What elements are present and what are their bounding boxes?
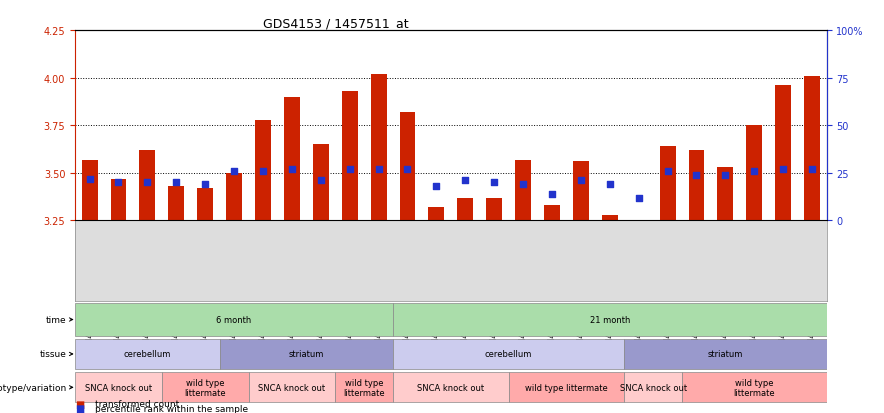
Point: [256, 168, 271, 175]
Text: ■: ■: [75, 404, 84, 413]
Text: wild type
littermate: wild type littermate: [185, 378, 226, 397]
Point: [82, 176, 96, 183]
Text: SNCA knock out: SNCA knock out: [85, 383, 152, 392]
Point: [632, 195, 646, 202]
FancyBboxPatch shape: [248, 373, 335, 402]
Text: wild type littermate: wild type littermate: [525, 383, 608, 392]
Bar: [197, 189, 213, 221]
Bar: [602, 215, 618, 221]
Point: [516, 182, 530, 188]
Point: [603, 182, 617, 188]
FancyBboxPatch shape: [624, 339, 827, 369]
FancyBboxPatch shape: [508, 373, 624, 402]
Bar: [140, 151, 156, 221]
Point: [805, 166, 819, 173]
Bar: [746, 126, 762, 221]
Text: cerebellum: cerebellum: [485, 350, 532, 358]
Text: wild type
littermate: wild type littermate: [734, 378, 775, 397]
Bar: [659, 147, 675, 221]
FancyBboxPatch shape: [162, 373, 248, 402]
Bar: [718, 168, 734, 221]
Text: 21 month: 21 month: [590, 315, 630, 324]
Bar: [342, 92, 358, 221]
Point: [314, 178, 328, 184]
Point: [719, 172, 733, 179]
FancyBboxPatch shape: [75, 373, 162, 402]
Point: [430, 183, 444, 190]
FancyBboxPatch shape: [75, 304, 393, 336]
Text: time: time: [46, 315, 66, 324]
Point: [285, 166, 299, 173]
Point: [400, 166, 415, 173]
Point: [660, 168, 674, 175]
Bar: [226, 173, 242, 221]
Text: cerebellum: cerebellum: [124, 350, 171, 358]
Bar: [457, 198, 473, 221]
FancyBboxPatch shape: [682, 373, 827, 402]
Text: striatum: striatum: [289, 350, 324, 358]
Text: 6 month: 6 month: [217, 315, 252, 324]
Text: ■: ■: [75, 399, 84, 409]
Point: [458, 178, 472, 184]
Bar: [515, 160, 531, 221]
FancyBboxPatch shape: [393, 304, 827, 336]
Bar: [313, 145, 329, 221]
Point: [487, 180, 501, 186]
Bar: [81, 160, 97, 221]
Text: transformed count: transformed count: [95, 399, 179, 408]
Bar: [284, 97, 300, 221]
Bar: [486, 198, 502, 221]
Text: GDS4153 / 1457511_at: GDS4153 / 1457511_at: [263, 17, 408, 30]
Text: SNCA knock out: SNCA knock out: [620, 383, 687, 392]
FancyBboxPatch shape: [335, 373, 393, 402]
FancyBboxPatch shape: [393, 373, 508, 402]
Point: [343, 166, 357, 173]
Point: [371, 166, 385, 173]
Bar: [429, 208, 445, 221]
Point: [141, 180, 155, 186]
Point: [227, 168, 241, 175]
Text: percentile rank within the sample: percentile rank within the sample: [95, 404, 248, 413]
Point: [776, 166, 790, 173]
Bar: [400, 113, 415, 221]
FancyBboxPatch shape: [624, 373, 682, 402]
Bar: [573, 162, 589, 221]
Bar: [689, 151, 705, 221]
Bar: [804, 76, 820, 221]
Point: [169, 180, 183, 186]
FancyBboxPatch shape: [219, 339, 393, 369]
Bar: [110, 179, 126, 221]
Bar: [631, 221, 646, 244]
Text: genotype/variation: genotype/variation: [0, 383, 66, 392]
Point: [747, 168, 761, 175]
Bar: [168, 187, 184, 221]
Text: striatum: striatum: [708, 350, 743, 358]
Text: SNCA knock out: SNCA knock out: [258, 383, 325, 392]
Bar: [775, 86, 791, 221]
FancyBboxPatch shape: [393, 339, 624, 369]
Point: [198, 182, 212, 188]
Text: tissue: tissue: [40, 350, 66, 358]
Bar: [255, 120, 271, 221]
Point: [111, 180, 126, 186]
FancyBboxPatch shape: [75, 339, 219, 369]
Point: [574, 178, 588, 184]
Bar: [370, 75, 386, 221]
Point: [690, 172, 704, 179]
Bar: [544, 206, 560, 221]
Point: [545, 191, 559, 198]
Text: wild type
littermate: wild type littermate: [343, 378, 385, 397]
Text: SNCA knock out: SNCA knock out: [417, 383, 484, 392]
